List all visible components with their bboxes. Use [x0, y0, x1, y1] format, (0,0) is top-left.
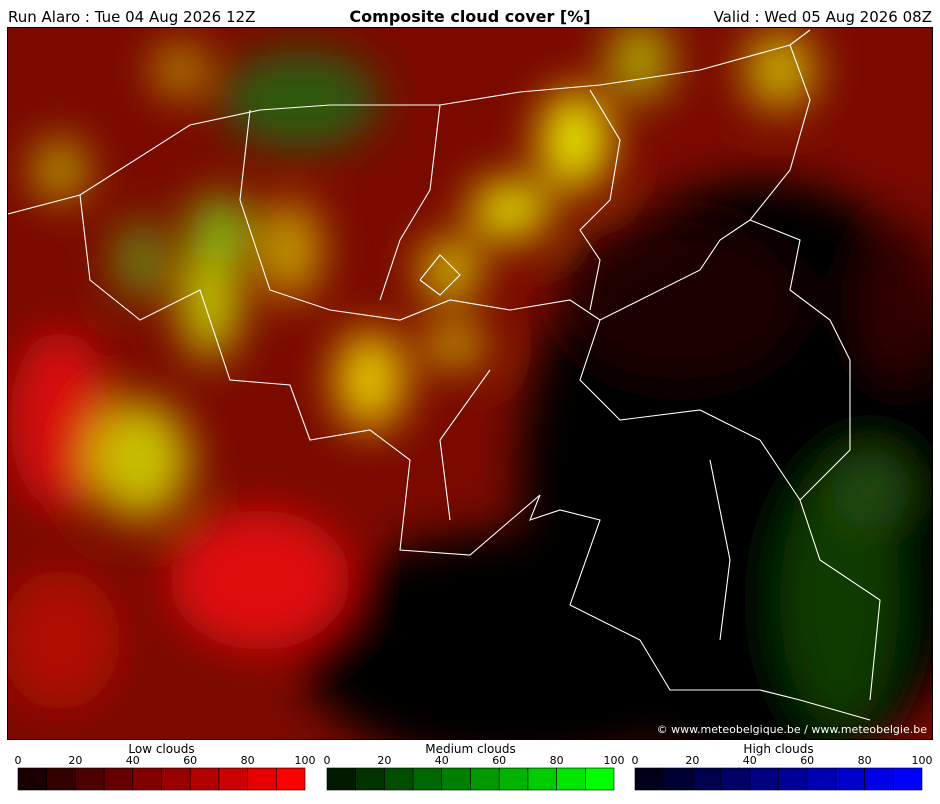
- legend-swatch: [556, 767, 586, 791]
- legend-tick-label: 40: [435, 754, 449, 767]
- legend-swatch: [161, 767, 191, 791]
- legend-swatch: [835, 767, 865, 791]
- legend-tick-label: 80: [550, 754, 564, 767]
- legend-tick-label: 80: [858, 754, 872, 767]
- valid-label: Valid : Wed 05 Aug 2026 08Z: [714, 8, 932, 26]
- legend-tick-label: 20: [685, 754, 699, 767]
- legend-tick-label: 100: [912, 754, 933, 767]
- legend-tick-label: 0: [632, 754, 639, 767]
- legend-tick-label: 60: [492, 754, 506, 767]
- legend-swatch: [806, 767, 837, 791]
- legend-swatch: [189, 767, 220, 791]
- legend-tick-label: 60: [183, 754, 197, 767]
- legend-swatch: [132, 767, 162, 791]
- legend-swatch: [864, 767, 894, 791]
- copyright: © www.meteobelgique.be / www.meteobelgie…: [657, 723, 928, 736]
- legend-swatch: [470, 767, 500, 791]
- legend-swatch: [778, 767, 808, 791]
- legend-swatch: [275, 767, 306, 791]
- legend-tick-label: 0: [324, 754, 331, 767]
- legend-swatch: [218, 767, 248, 791]
- legend-swatch: [17, 767, 48, 791]
- legend-swatch: [584, 767, 615, 791]
- legend-swatch: [749, 767, 779, 791]
- cloud-map: [8, 28, 932, 739]
- legend-swatch: [75, 767, 105, 791]
- legend-swatch: [103, 767, 134, 791]
- run-label: Run Alaro : Tue 04 Aug 2026 12Z: [8, 8, 255, 26]
- legend-tick-label: 60: [800, 754, 814, 767]
- legend-tick-label: 20: [377, 754, 391, 767]
- legend-swatch: [498, 767, 529, 791]
- legend-tick-label: 40: [743, 754, 757, 767]
- map-frame: [7, 27, 933, 740]
- legend-swatch: [692, 767, 722, 791]
- legend-swatch: [634, 767, 665, 791]
- legend-title: High clouds: [743, 742, 813, 756]
- legends: Low clouds 0 20 40 60 80 100 Medium clouds 0 20 40…: [15, 742, 933, 791]
- legend-swatch: [326, 767, 357, 791]
- legend-swatch: [892, 767, 923, 791]
- legend-tick-label: 80: [241, 754, 255, 767]
- legend-tick-label: 20: [68, 754, 82, 767]
- legend-swatch: [412, 767, 443, 791]
- legend-swatch: [663, 767, 693, 791]
- legend-tick-label: 100: [295, 754, 316, 767]
- legend-swatch: [384, 767, 414, 791]
- legend-tick-label: 0: [15, 754, 22, 767]
- legend-title: Low clouds: [128, 742, 194, 756]
- legend-swatch: [720, 767, 751, 791]
- legend-tick-label: 100: [604, 754, 625, 767]
- legend-swatch: [355, 767, 385, 791]
- legend-tick-label: 40: [126, 754, 140, 767]
- legend-swatch: [441, 767, 471, 791]
- legend-swatch: [46, 767, 76, 791]
- legend-swatch: [527, 767, 557, 791]
- legend-title: Medium clouds: [425, 742, 516, 756]
- map-title: Composite cloud cover [%]: [349, 7, 590, 26]
- borders: [8, 29, 881, 721]
- legend-swatch: [247, 767, 277, 791]
